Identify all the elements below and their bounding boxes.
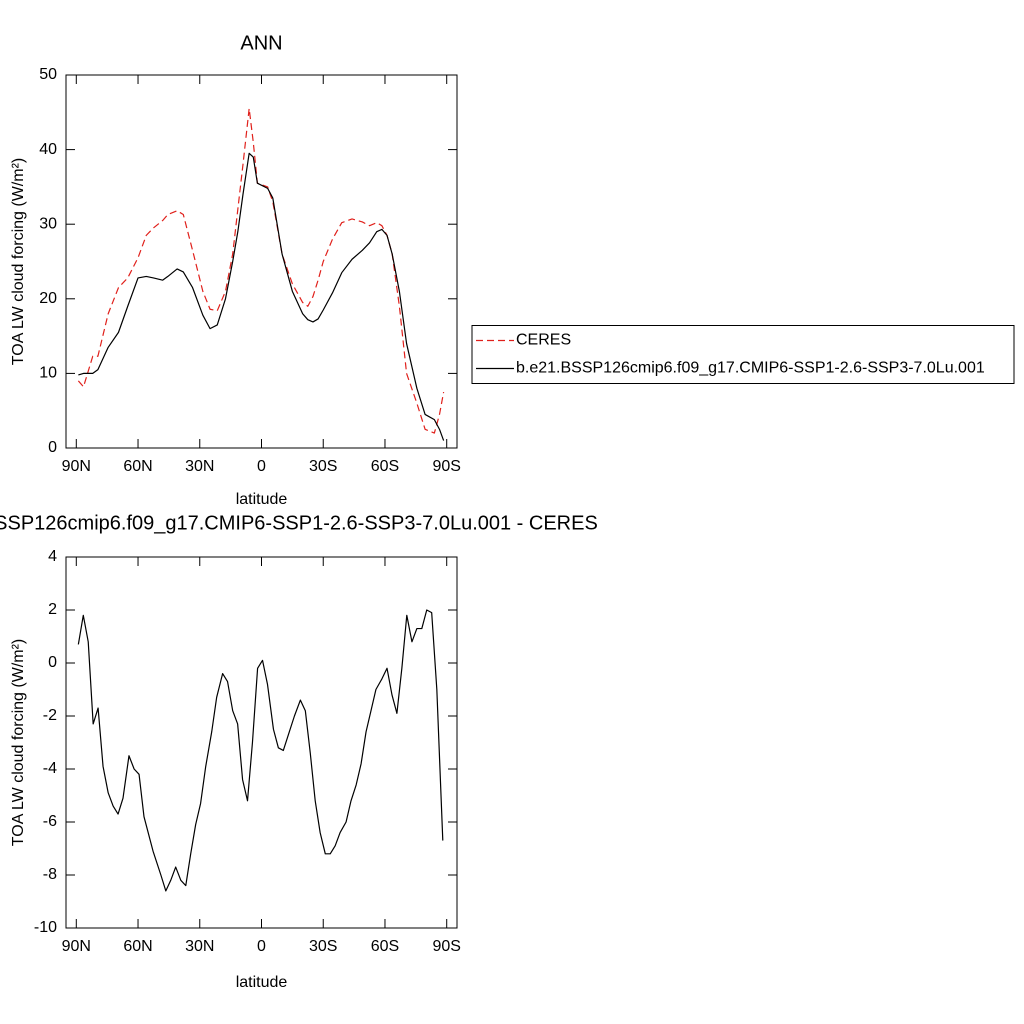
y-tick-label: -6 [43,813,57,830]
legend-label: CERES [516,332,571,349]
x-axis-label: latitude [236,491,288,508]
legend-label: b.e21.BSSP126cmip6.f09_g17.CMIP6-SSP1-2.… [516,360,985,377]
x-tick-label: 30S [309,938,337,955]
legend: CERES b.e21.BSSP126cmip6.f09_g17.CMIP6-SS… [471,325,1015,384]
plot-panel: ANN latitude TOA LW cloud forcing (W/m²) 0 1… [10,32,1015,508]
legend-box [471,325,1015,384]
x-tick-label: 30N [185,458,214,475]
plot-frame [65,556,458,929]
x-tick-label: 90N [62,938,91,955]
y-axis-label: TOA LW cloud forcing (W/m²) [10,158,27,365]
y-tick-label: 20 [39,290,57,307]
x-tick-label: 0 [257,938,266,955]
series-line [77,609,444,892]
y-tick-label: 40 [39,141,57,158]
x-tick-label: 60N [123,938,152,955]
y-tick-label: 50 [39,66,57,83]
y-tick-label: -2 [43,707,57,724]
series-line [77,107,445,434]
y-tick-label: 2 [48,601,57,618]
x-tick-label: 90S [432,938,460,955]
y-tick-label: 4 [48,548,57,565]
x-tick-label: 0 [257,458,266,475]
y-tick-label: 10 [39,365,57,382]
x-tick-label: 60S [371,458,399,475]
x-axis-label: latitude [236,974,288,991]
x-tick-label: 90S [432,458,460,475]
plot-panel: b.e21.BSSP126cmip6.f09_g17.CMIP6-SSP1-2.… [0,512,598,991]
x-tick-label: 60S [371,938,399,955]
x-tick-label: 30S [309,458,337,475]
y-tick-label: 0 [48,654,57,671]
y-tick-label: 30 [39,215,57,232]
x-tick-label: 90N [62,458,91,475]
y-tick-label: -10 [34,919,57,936]
plot-frame [65,74,458,449]
chart-title: b.e21.BSSP126cmip6.f09_g17.CMIP6-SSP1-2.… [0,512,598,534]
y-tick-label: 0 [48,439,57,456]
chart-title: ANN [240,32,282,54]
y-axis-label: TOA LW cloud forcing (W/m²) [10,639,27,846]
x-tick-label: 60N [123,458,152,475]
series-line [78,152,445,441]
x-tick-label: 30N [185,938,214,955]
y-tick-label: -4 [43,760,57,777]
y-tick-label: -8 [43,866,57,883]
